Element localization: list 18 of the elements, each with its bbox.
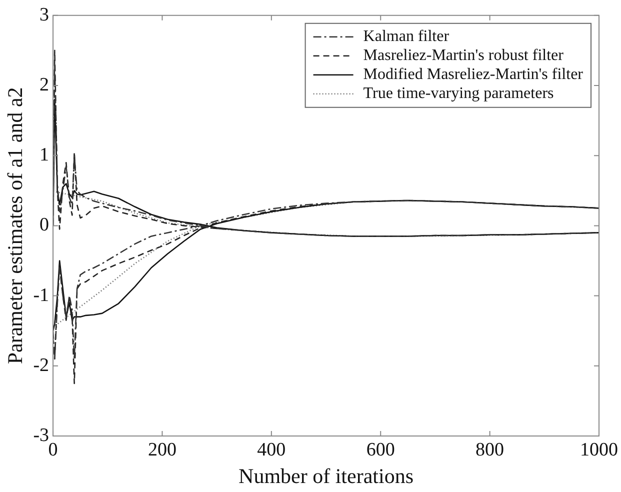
x-tick-label: 800 xyxy=(476,439,504,460)
y-tick-label: 1 xyxy=(40,144,50,166)
y-tick-label: -1 xyxy=(33,284,50,306)
x-axis-title: Number of iterations xyxy=(238,464,414,488)
x-tick-label: 200 xyxy=(148,439,176,460)
y-tick-label: 3 xyxy=(40,4,50,26)
legend-label: Kalman filter xyxy=(363,28,450,46)
legend-label: Masreliez-Martin's robust filter xyxy=(363,47,564,64)
y-tick-label: 2 xyxy=(40,74,50,96)
y-tick-label: -2 xyxy=(33,354,50,376)
y-axis-title: Parameter estimates of a1 and a2 xyxy=(3,87,28,364)
legend-label: Modified Masreliez-Martin's filter xyxy=(363,66,584,84)
y-tick-label: 0 xyxy=(40,214,50,236)
legend-label: True time-varying parameters xyxy=(363,85,554,102)
x-tick-label: 600 xyxy=(366,439,395,460)
x-tick-label: 1000 xyxy=(580,439,618,460)
y-tick-label: -3 xyxy=(33,424,50,446)
x-tick-label: 400 xyxy=(257,439,286,460)
